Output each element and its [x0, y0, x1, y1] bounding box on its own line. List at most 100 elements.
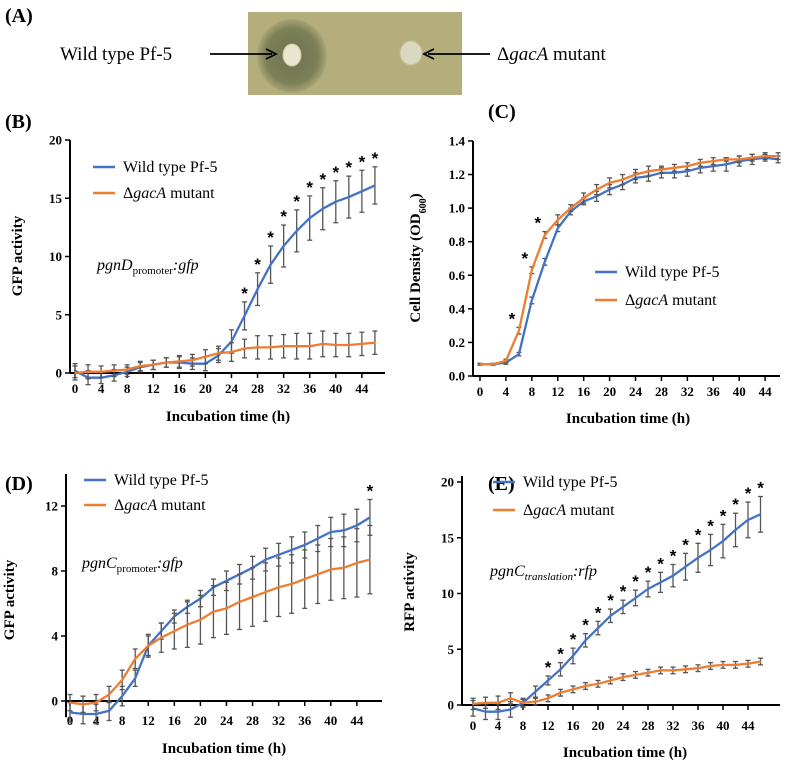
significance-star: *: [670, 547, 677, 566]
panel-label-b: (B): [5, 111, 32, 133]
data-point: [348, 344, 350, 346]
x-tick-label: 24: [629, 384, 643, 399]
data-point: [165, 361, 168, 364]
data-point: [69, 711, 71, 714]
y-tick-label: 5: [448, 642, 455, 657]
y-tick-label: 4: [52, 629, 59, 644]
data-point: [230, 351, 233, 353]
data-point: [121, 695, 123, 697]
data-point: [559, 691, 562, 694]
x-tick-label: 44: [355, 381, 369, 396]
data-point: [622, 606, 624, 608]
legend-label-wild: Wild type Pf-5: [123, 159, 217, 176]
data-point: [282, 245, 285, 247]
x-tick-label: 36: [707, 384, 721, 399]
data-point: [74, 372, 76, 374]
x-tick-label: 44: [742, 718, 756, 733]
y-tick-label: 0.0: [449, 369, 465, 384]
x-axis-title: Incubation time (h): [162, 741, 286, 757]
significance-star: *: [695, 525, 702, 544]
x-tick-label: 40: [329, 381, 342, 396]
data-point: [634, 173, 637, 176]
data-point: [472, 703, 474, 705]
x-tick-label: 16: [168, 713, 182, 728]
arrow-wild: [210, 48, 279, 60]
data-point: [335, 200, 337, 203]
x-tick-label: 4: [98, 381, 105, 396]
significance-star: *: [607, 591, 614, 610]
data-point: [709, 665, 712, 667]
data-point: [134, 677, 136, 680]
construct-annotation: pgnCtranslation:rfp: [489, 563, 597, 583]
data-point: [622, 676, 624, 678]
data-point: [134, 657, 136, 660]
significance-star: *: [582, 616, 589, 635]
data-point: [356, 524, 358, 527]
data-point: [139, 365, 141, 367]
data-point: [699, 167, 702, 169]
data-point: [747, 662, 749, 665]
data-point: [147, 644, 150, 647]
data-point: [343, 529, 345, 532]
significance-star: *: [732, 495, 739, 514]
data-point: [556, 219, 559, 221]
data-point: [608, 188, 611, 191]
data-point: [660, 168, 663, 171]
data-point: [673, 167, 676, 169]
significance-star: *: [254, 255, 261, 274]
legend-label-mutant: ΔgacA mutant: [523, 502, 615, 519]
data-point: [712, 160, 715, 162]
x-tick-label: 44: [759, 384, 773, 399]
legend-label-mutant: ΔgacA mutant: [625, 292, 717, 309]
data-point: [479, 363, 481, 366]
data-point: [113, 369, 115, 372]
y-tick-label: 1.2: [449, 167, 465, 182]
data-point: [95, 713, 97, 715]
significance-star: *: [319, 170, 326, 189]
series-wild: [477, 153, 781, 366]
wild-type-colony: [282, 43, 302, 67]
data-point: [126, 368, 128, 371]
data-point: [269, 346, 272, 349]
x-tick-label: 28: [642, 718, 656, 733]
y-tick-label: 0: [448, 698, 455, 713]
series-line-mutant: [74, 341, 376, 375]
y-tick-label: 20: [49, 133, 62, 148]
data-point: [330, 568, 332, 571]
data-point: [734, 664, 737, 666]
y-tick-label: 0.4: [449, 301, 466, 316]
data-point: [672, 574, 674, 577]
data-point: [734, 529, 737, 531]
legend-label-wild: Wild type Pf-5: [625, 264, 719, 281]
significance-star: *: [509, 309, 516, 328]
data-point: [199, 618, 202, 621]
data-point: [544, 234, 546, 236]
data-point: [751, 156, 753, 159]
panel-label-c: (C): [488, 101, 516, 123]
significance-star: *: [346, 158, 353, 177]
data-point: [497, 710, 499, 713]
data-point: [522, 701, 524, 704]
x-tick-label: 8: [124, 381, 131, 396]
data-point: [369, 558, 371, 561]
significance-star: *: [745, 484, 752, 503]
data-point: [82, 703, 84, 706]
data-point: [534, 700, 537, 703]
data-point: [335, 344, 337, 346]
data-point: [374, 341, 376, 344]
data-point: [759, 660, 762, 663]
y-axis-title: Cell Density (OD600): [408, 193, 429, 322]
data-point: [497, 701, 499, 704]
data-point: [509, 708, 512, 711]
data-point: [621, 178, 624, 181]
significance-star: *: [645, 563, 652, 582]
data-point: [559, 668, 562, 671]
x-tick-label: 20: [199, 381, 212, 396]
significance-star: *: [570, 630, 577, 649]
x-tick-label: 20: [603, 384, 616, 399]
legend-label-mutant: ΔgacA mutant: [123, 185, 215, 202]
y-tick-label: 0: [56, 366, 63, 381]
x-tick-label: 28: [655, 384, 669, 399]
significance-star: *: [632, 572, 639, 591]
